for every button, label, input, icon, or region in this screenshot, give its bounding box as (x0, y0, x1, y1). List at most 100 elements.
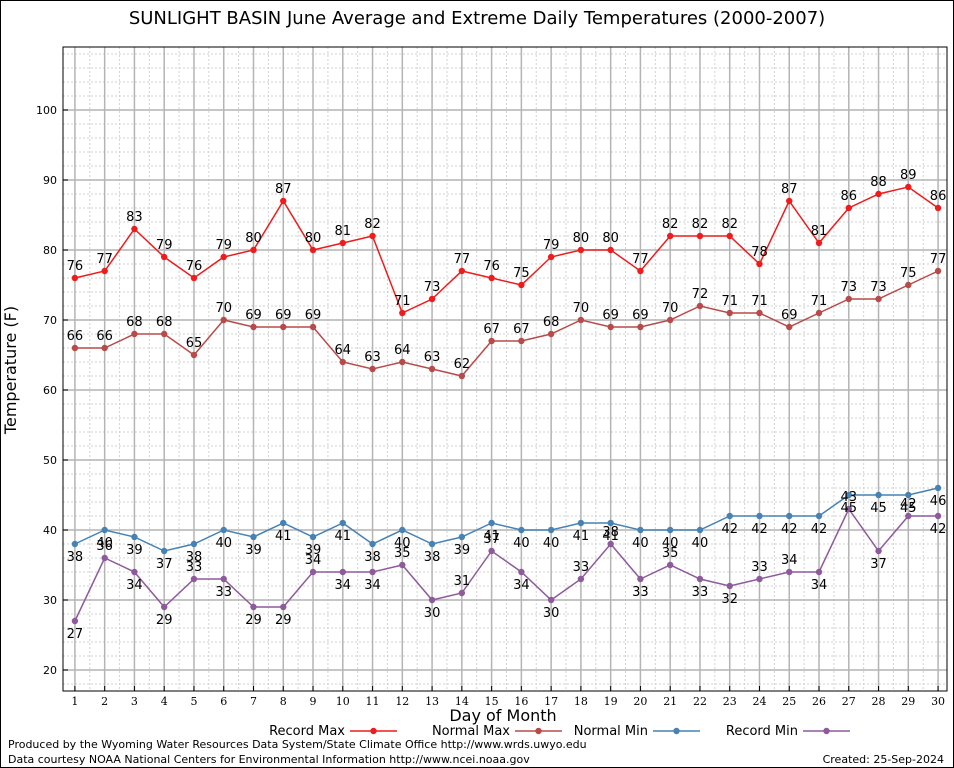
normal-min-data-label: 40 (513, 536, 530, 551)
record-min-point (607, 540, 614, 548)
normal-max-data-label: 67 (483, 322, 500, 337)
y-tick-label: 50 (43, 454, 57, 467)
record-min-data-label: 32 (721, 592, 738, 607)
normal-min-data-label: 39 (245, 543, 262, 558)
normal-min-data-label: 45 (900, 501, 917, 516)
record-min-data-label: 30 (543, 606, 560, 621)
record-max-point (518, 281, 525, 289)
normal-max-data-label: 70 (662, 301, 679, 316)
normal-min-data-label: 39 (126, 543, 143, 558)
record-max-point (607, 246, 614, 254)
normal-max-data-label: 63 (424, 350, 441, 365)
record-max-data-label: 79 (543, 238, 560, 253)
normal-max-point (160, 330, 168, 338)
record-min-point (280, 603, 287, 611)
record-max-point (934, 204, 942, 212)
normal-min-data-label: 42 (811, 522, 828, 537)
normal-min-data-label: 45 (870, 501, 887, 516)
normal-min-point (696, 526, 704, 534)
x-tick-label: 11 (366, 695, 380, 708)
x-tick-label: 2 (101, 695, 108, 708)
legend-swatch-marker-record-min (823, 727, 830, 735)
record-min-point (339, 568, 346, 576)
normal-min-data-label: 45 (841, 501, 858, 516)
x-tick-label: 19 (604, 695, 618, 708)
normal-max-point (428, 365, 436, 373)
record-min-point (101, 554, 108, 562)
record-max-data-label: 77 (454, 252, 471, 267)
record-min-point (934, 512, 942, 520)
record-min-data-label: 38 (602, 525, 619, 540)
record-max-point (71, 274, 79, 282)
x-tick-label: 14 (455, 695, 469, 708)
record-max-data-label: 83 (126, 210, 143, 225)
record-max-point (369, 232, 376, 240)
record-max-point (339, 239, 346, 247)
y-axis-label: Temperature (F) (1, 306, 20, 435)
normal-max-data-label: 69 (781, 308, 798, 323)
record-min-data-label: 29 (156, 613, 173, 628)
normal-max-data-label: 68 (156, 315, 173, 330)
record-max-point (428, 295, 436, 303)
y-tick-label: 30 (43, 594, 57, 607)
normal-max-point (458, 372, 466, 380)
y-tick-label: 90 (43, 174, 57, 187)
x-tick-label: 23 (723, 695, 737, 708)
normal-max-point (845, 295, 852, 303)
record-min-point (875, 547, 882, 555)
record-min-data-label: 34 (513, 578, 530, 593)
record-max-data-label: 79 (156, 238, 173, 253)
record-min-point (637, 575, 644, 583)
record-min-point (666, 561, 674, 569)
normal-min-data-label: 38 (364, 550, 381, 565)
x-tick-label: 9 (310, 695, 317, 708)
record-max-point (756, 260, 763, 268)
normal-max-data-label: 64 (394, 343, 411, 358)
record-max-data-label: 80 (245, 231, 262, 246)
x-tick-label: 30 (931, 695, 945, 708)
normal-min-data-label: 38 (67, 550, 84, 565)
record-min-data-label: 34 (126, 578, 143, 593)
legend: Record Max Normal Max Normal Min Record Min (269, 724, 850, 739)
footer-produced-by: Produced by the Wyoming Water Resources … (8, 738, 587, 751)
normal-min-point (399, 526, 406, 534)
normal-min-point (547, 526, 555, 534)
normal-max-point (905, 281, 912, 289)
record-min-point (458, 589, 466, 597)
record-max-data-label: 77 (632, 252, 649, 267)
normal-max-point (934, 267, 942, 275)
normal-min-point (131, 533, 138, 541)
y-tick-label: 60 (43, 384, 57, 397)
normal-max-line (74, 270, 939, 377)
record-max-data-label: 80 (573, 231, 590, 246)
x-tick-label: 28 (872, 695, 886, 708)
record-max-data-label: 73 (424, 280, 441, 295)
normal-max-point (131, 330, 138, 338)
legend-label-record-min: Record Min (726, 724, 798, 739)
record-min-data-label: 33 (573, 560, 590, 575)
normal-max-point (488, 337, 495, 345)
record-max-data-label: 76 (483, 259, 500, 274)
y-tick-label: 80 (43, 244, 57, 257)
record-max-point (160, 253, 168, 261)
record-min-data-label: 34 (335, 578, 352, 593)
record-max-point (131, 225, 138, 233)
normal-min-point (428, 540, 436, 548)
record-max-point (726, 232, 733, 240)
record-min-data-label: 34 (811, 578, 828, 593)
record-min-point (160, 603, 168, 611)
record-min-point (756, 575, 763, 583)
record-min-data-label: 34 (364, 578, 381, 593)
normal-max-point (756, 309, 763, 317)
record-min-data-label: 42 (930, 522, 947, 537)
record-max-point (547, 253, 555, 261)
record-max-point (577, 246, 585, 254)
record-max-data-label: 82 (721, 217, 738, 232)
record-min-point (220, 575, 227, 583)
normal-max-data-label: 77 (930, 252, 947, 267)
normal-max-data-label: 69 (245, 308, 262, 323)
normal-max-point (637, 323, 644, 331)
normal-max-data-label: 73 (841, 280, 858, 295)
record-min-point (786, 568, 793, 576)
normal-min-point (250, 533, 257, 541)
